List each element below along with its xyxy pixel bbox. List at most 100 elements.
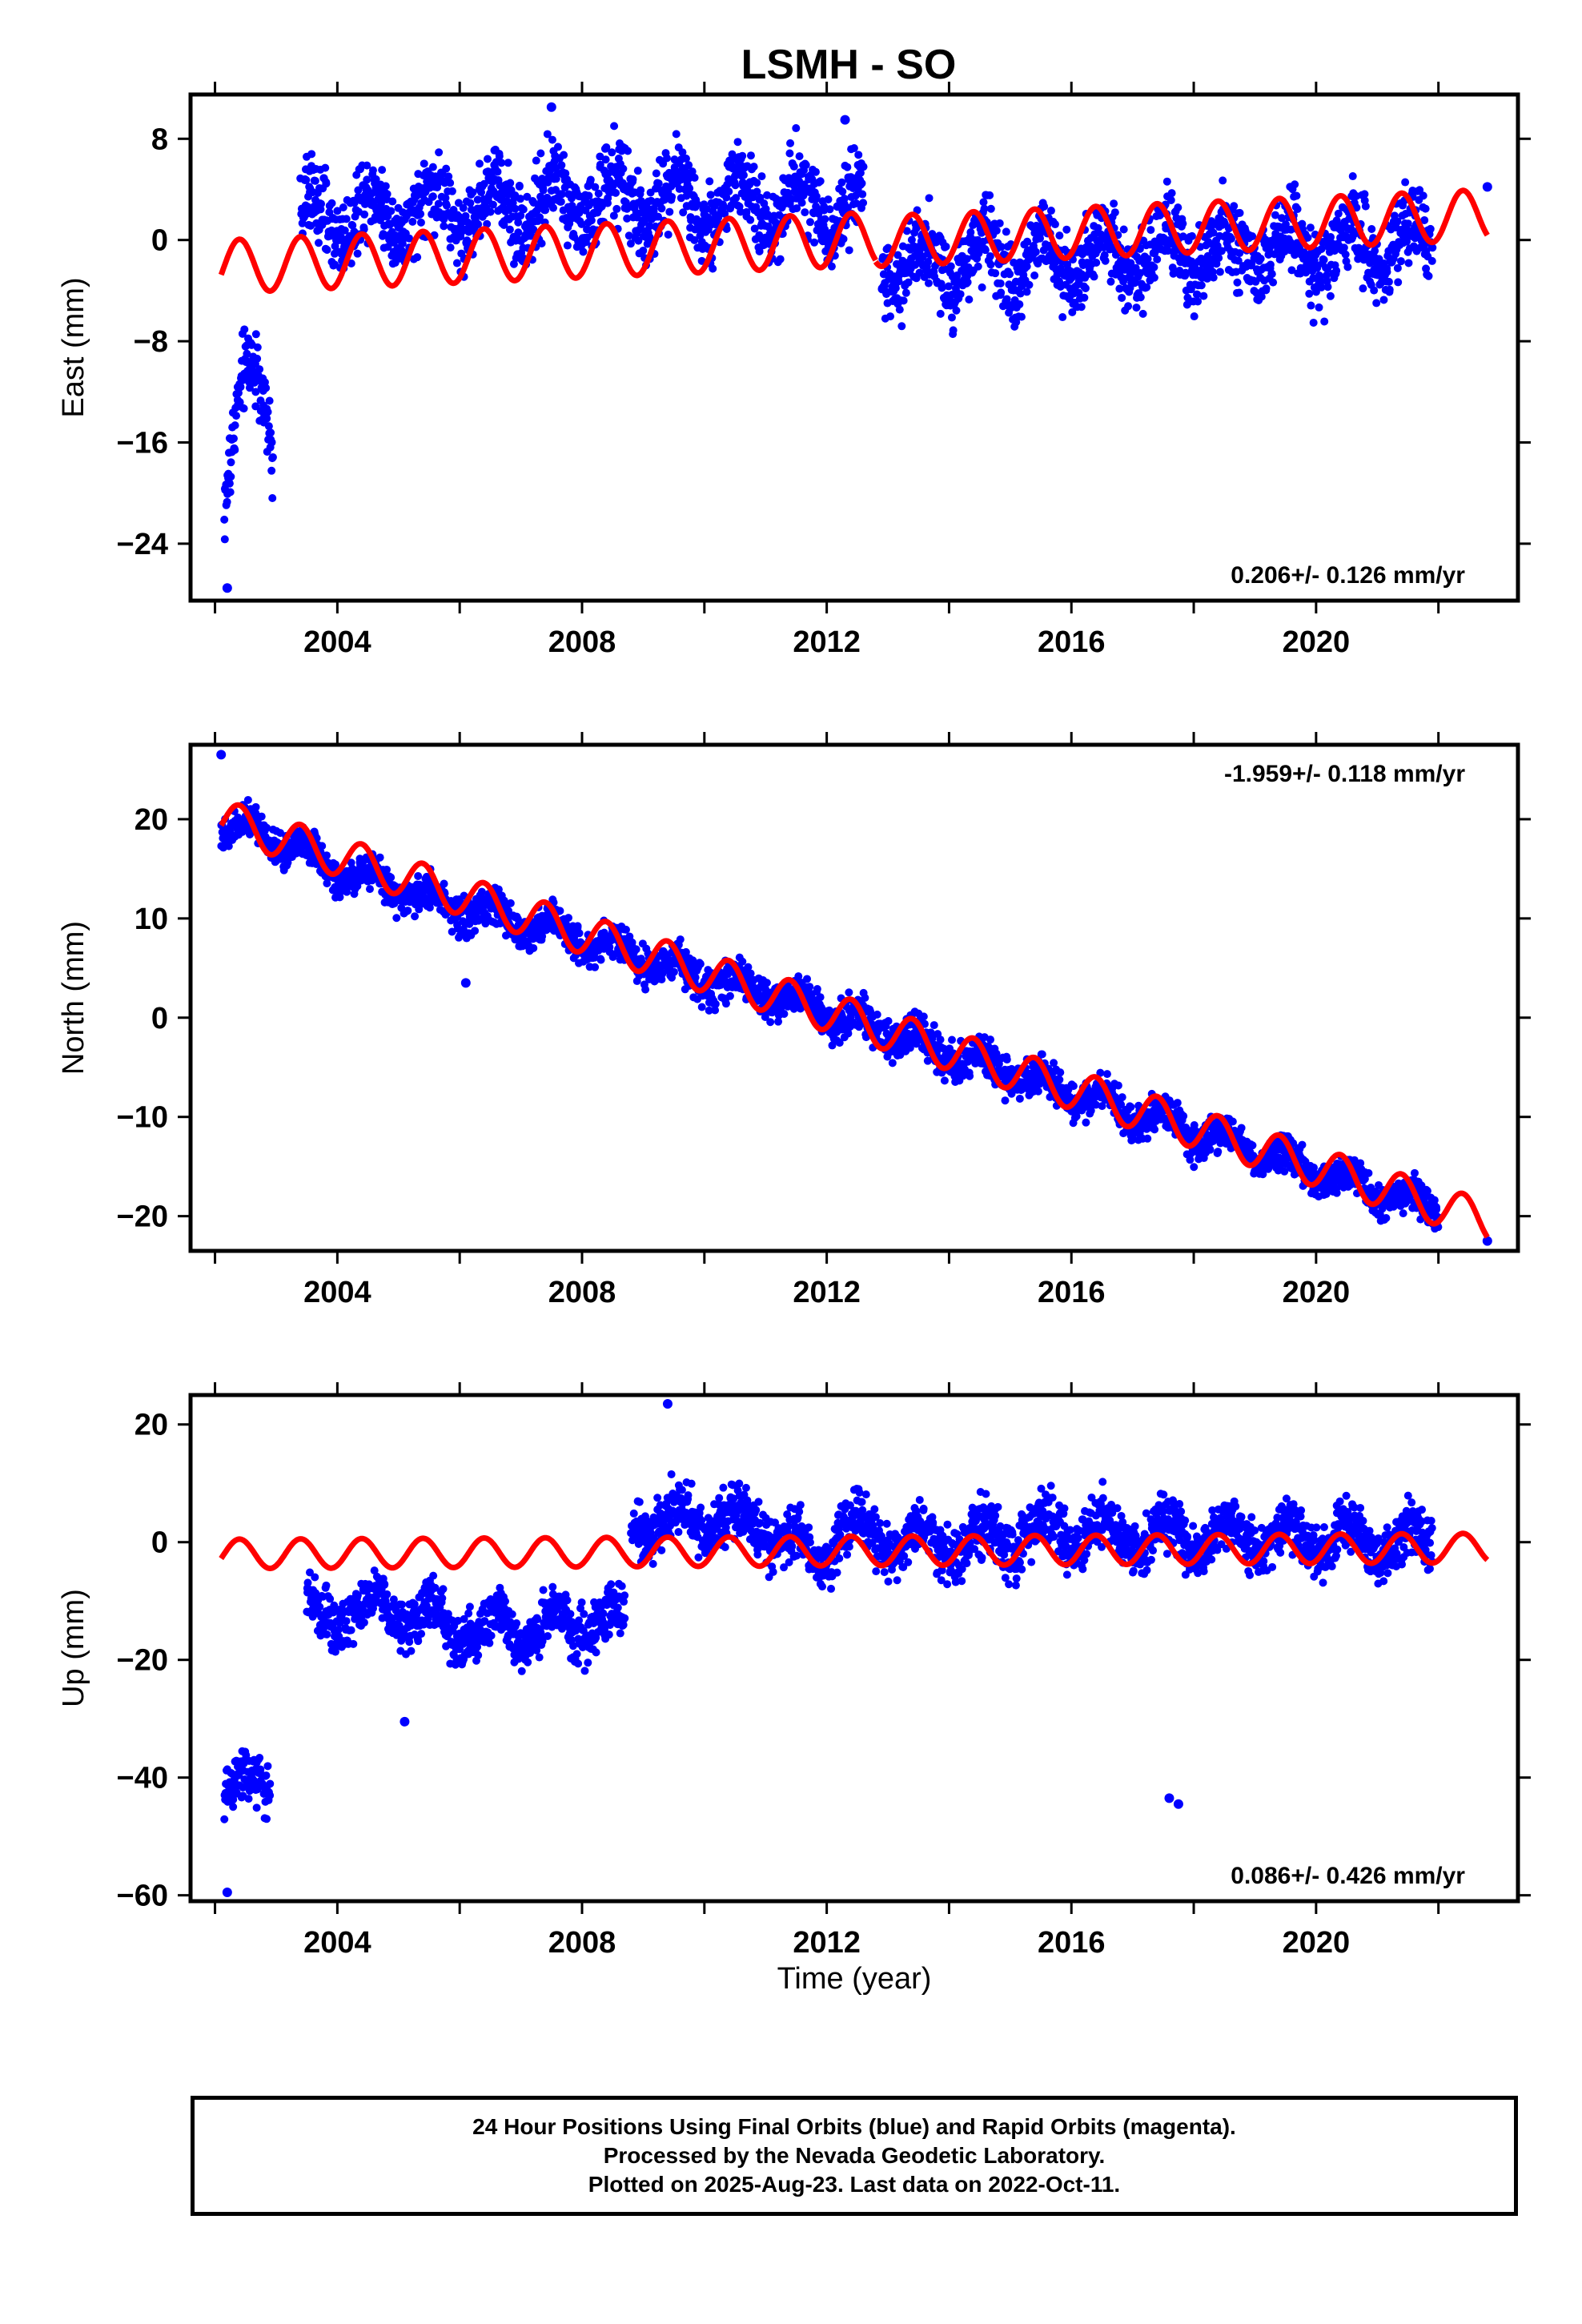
data-point bbox=[1264, 250, 1273, 259]
data-point bbox=[541, 206, 550, 215]
data-point bbox=[1022, 262, 1031, 271]
data-point bbox=[1215, 254, 1223, 263]
data-point bbox=[746, 969, 755, 978]
data-point bbox=[1396, 257, 1405, 266]
data-point bbox=[801, 161, 810, 170]
data-point bbox=[1190, 1121, 1199, 1130]
data-point bbox=[1360, 190, 1369, 199]
data-point bbox=[365, 885, 374, 894]
data-point bbox=[997, 288, 1006, 297]
data-point bbox=[354, 186, 363, 195]
data-point bbox=[719, 203, 728, 211]
data-point bbox=[1197, 281, 1206, 290]
data-point bbox=[793, 204, 801, 213]
data-point bbox=[966, 1072, 974, 1080]
data-point bbox=[1424, 271, 1433, 280]
data-point bbox=[626, 239, 635, 248]
data-point bbox=[506, 899, 515, 907]
data-point bbox=[803, 975, 812, 983]
chart-title: LSMH - SO bbox=[741, 42, 957, 88]
data-point bbox=[744, 963, 753, 971]
data-point bbox=[1098, 1102, 1106, 1111]
data-point bbox=[632, 945, 640, 954]
data-point bbox=[475, 159, 484, 168]
x-tick-label: 2008 bbox=[548, 1276, 616, 1309]
data-point bbox=[434, 199, 443, 208]
data-point bbox=[774, 1017, 783, 1026]
y-tick-label: −10 bbox=[117, 1101, 168, 1135]
data-point bbox=[825, 205, 834, 214]
data-point bbox=[1186, 1156, 1195, 1164]
data-point bbox=[1110, 208, 1119, 217]
data-point bbox=[557, 161, 566, 170]
data-point bbox=[894, 277, 903, 286]
data-point bbox=[1117, 1100, 1126, 1109]
data-point bbox=[1016, 289, 1025, 298]
data-point bbox=[1385, 285, 1394, 294]
data-point bbox=[895, 305, 904, 314]
data-point bbox=[856, 168, 865, 177]
data-point bbox=[1320, 317, 1329, 326]
data-point bbox=[339, 203, 347, 212]
data-point bbox=[1081, 283, 1090, 292]
data-point bbox=[224, 842, 233, 850]
data-point bbox=[231, 445, 239, 454]
data-point bbox=[484, 155, 492, 163]
data-point bbox=[444, 172, 453, 181]
data-point bbox=[549, 203, 558, 212]
data-point bbox=[662, 154, 671, 163]
data-point bbox=[725, 991, 734, 1000]
data-point bbox=[1040, 202, 1049, 211]
data-point bbox=[1293, 205, 1302, 214]
data-point bbox=[668, 192, 677, 201]
data-point bbox=[240, 325, 249, 334]
data-point bbox=[1393, 217, 1402, 226]
data-point bbox=[1126, 1103, 1135, 1112]
data-point bbox=[267, 428, 275, 437]
data-point bbox=[307, 150, 316, 159]
data-point bbox=[557, 190, 566, 199]
data-point bbox=[428, 163, 437, 171]
data-point bbox=[753, 187, 761, 196]
data-point bbox=[664, 230, 673, 239]
data-point bbox=[446, 243, 455, 252]
data-point bbox=[1367, 224, 1376, 233]
data-point bbox=[952, 306, 961, 315]
data-point bbox=[263, 823, 271, 832]
data-point bbox=[924, 257, 933, 266]
data-point bbox=[1287, 266, 1296, 275]
data-point bbox=[746, 215, 755, 224]
data-point bbox=[505, 225, 514, 234]
data-point bbox=[1326, 292, 1335, 300]
data-point bbox=[1379, 296, 1388, 304]
data-point bbox=[536, 213, 544, 222]
data-point bbox=[1118, 1093, 1126, 1102]
data-point bbox=[1153, 255, 1162, 263]
data-point bbox=[1006, 270, 1014, 279]
data-point bbox=[835, 1039, 844, 1047]
data-point bbox=[657, 975, 666, 984]
data-point bbox=[262, 384, 271, 392]
data-point bbox=[1022, 287, 1031, 296]
data-point bbox=[1168, 263, 1177, 272]
data-point bbox=[1090, 230, 1099, 239]
data-point bbox=[1227, 235, 1235, 243]
data-point bbox=[1219, 176, 1227, 185]
y-tick-label: 20 bbox=[135, 803, 168, 837]
data-point bbox=[986, 204, 995, 213]
data-point bbox=[563, 241, 572, 250]
data-point bbox=[488, 200, 497, 209]
data-point bbox=[1015, 300, 1024, 309]
data-point bbox=[1315, 303, 1323, 312]
data-point bbox=[452, 259, 461, 267]
data-point bbox=[381, 182, 390, 191]
data-point bbox=[251, 802, 260, 811]
data-point bbox=[231, 421, 239, 430]
data-point bbox=[948, 1035, 957, 1044]
data-point bbox=[645, 233, 654, 242]
data-point bbox=[636, 186, 645, 195]
data-point bbox=[227, 458, 235, 467]
data-point bbox=[1174, 203, 1182, 212]
data-point bbox=[621, 925, 630, 934]
data-point bbox=[596, 955, 605, 964]
